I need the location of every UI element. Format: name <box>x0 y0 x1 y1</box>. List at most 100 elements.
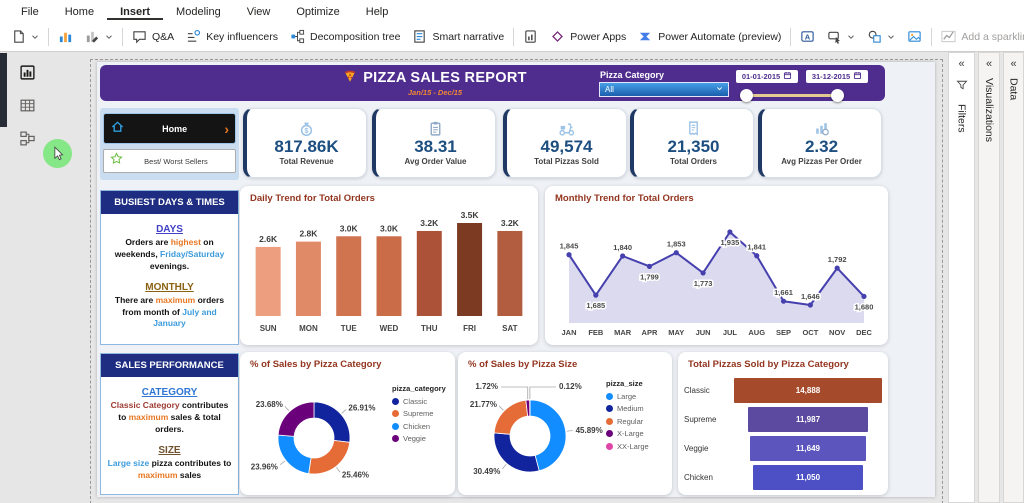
ribbon-label: Smart narrative <box>432 30 505 43</box>
funnel-bar-area: 11,649 <box>734 436 882 461</box>
image-icon <box>907 29 922 44</box>
paginated-report-button[interactable] <box>517 26 544 47</box>
report-page[interactable]: PIZZA SALES REPORT Jan/15 - Dec/15 Pizza… <box>97 62 935 497</box>
home-nav-button[interactable]: Home › <box>103 113 236 144</box>
funnel-value-label: 11,987 <box>795 415 821 424</box>
kpi-card-total-pizzas-sold[interactable]: 49,574 Total Pizzas Sold <box>503 108 627 178</box>
image-button[interactable] <box>901 26 928 47</box>
svg-text:23.96%: 23.96% <box>251 463 278 472</box>
insight-section-title: SIZE <box>158 444 181 456</box>
kpi-label: Avg Order Value <box>404 157 467 167</box>
menu-tab-optimize[interactable]: Optimize <box>296 5 340 18</box>
date-slider-handle-end[interactable] <box>831 88 844 102</box>
legend-swatch <box>392 410 399 417</box>
kpi-card-avg-pizzas-per-order[interactable]: 2.32 Avg Pizzas Per Order <box>758 108 882 178</box>
menu-tab-help[interactable]: Help <box>365 5 389 18</box>
funnel-bar[interactable]: 11,050 <box>753 465 863 490</box>
menu-tab-file[interactable]: File <box>21 5 39 18</box>
kpi-card-total-revenue[interactable]: $817.86K Total Revenue <box>243 108 367 178</box>
legend-item-x-large[interactable]: X-Large <box>606 429 670 438</box>
ribbon-separator <box>122 27 123 46</box>
star-icon <box>110 152 123 170</box>
monthly-trend-chart[interactable]: Monthly Trend for Total Orders 1,845 JAN 1… <box>545 186 888 345</box>
date-to-input[interactable]: 31-12-2015 <box>806 70 868 83</box>
kpi-card-avg-order-value[interactable]: 38.31 Avg Order Value <box>372 108 496 178</box>
expand-pane-icon[interactable]: « <box>985 58 993 70</box>
report-canvas[interactable]: PIZZA SALES REPORT Jan/15 - Dec/15 Pizza… <box>48 52 948 503</box>
qa-button[interactable]: Q&A <box>126 26 180 47</box>
smart-narrative-button[interactable]: Smart narrative <box>406 26 510 47</box>
menu-tab-insert[interactable]: Insert <box>107 3 163 20</box>
shapes-button[interactable] <box>861 26 901 47</box>
chevron-down-icon <box>716 85 723 94</box>
sales-by-size-donut[interactable]: % of Sales by Pizza Size 45.89% 30.49% 21.… <box>458 352 672 495</box>
pizza-icon <box>343 69 357 88</box>
funnel-bar[interactable]: 11,987 <box>748 407 868 432</box>
sales-by-category-donut[interactable]: % of Sales by Pizza Category 26.91% 25.46… <box>240 352 455 495</box>
pane-label: Data <box>1007 78 1020 101</box>
kpi-value: 817.86K <box>274 136 339 156</box>
qa-icon <box>132 29 147 44</box>
sparkline-button[interactable]: Add a sparkline <box>935 26 1024 47</box>
ribbon-label: Power Apps <box>570 30 627 43</box>
legend-swatch <box>392 435 399 442</box>
svg-text:3.5K: 3.5K <box>461 210 480 220</box>
report-view-button[interactable] <box>16 60 40 84</box>
kpi-card-total-orders[interactable]: 21,350 Total Orders <box>630 108 754 178</box>
power-apps-button[interactable]: Power Apps <box>544 26 632 47</box>
ribbon-label: Decomposition tree <box>309 30 401 43</box>
funnel-row-chicken[interactable]: Chicken 11,050 <box>684 463 882 492</box>
expand-pane-icon[interactable]: « <box>1010 58 1017 70</box>
legend-item-veggie[interactable]: Veggie <box>392 434 452 443</box>
legend-item-classic[interactable]: Classic <box>392 397 452 406</box>
expand-pane-icon[interactable]: « <box>958 58 965 70</box>
more-visuals-button[interactable] <box>79 26 119 47</box>
legend-item-chicken[interactable]: Chicken <box>392 422 452 431</box>
daily-trend-chart[interactable]: Daily Trend for Total Orders 2.6K SUN 2.8K… <box>240 186 538 345</box>
svg-text:45.89%: 45.89% <box>576 426 603 435</box>
legend-item-supreme[interactable]: Supreme <box>392 409 452 418</box>
visualizations-pane-collapsed[interactable]: « Visualizations <box>978 52 1000 503</box>
legend-swatch <box>606 430 613 437</box>
ribbon-label: Key influencers <box>206 30 278 43</box>
legend-item-xx-large[interactable]: XX-Large <box>606 442 670 451</box>
legend-item-regular[interactable]: Regular <box>606 417 670 426</box>
menu-tab-modeling[interactable]: Modeling <box>176 5 221 18</box>
insight-header: SALES PERFORMANCE <box>101 354 238 377</box>
date-slider-handle-start[interactable] <box>740 88 753 102</box>
key-influencers-button[interactable]: Key influencers <box>180 26 284 47</box>
best-worst-sellers-button[interactable]: Best/ Worst Sellers <box>103 149 236 173</box>
chevron-down-icon <box>31 33 39 41</box>
decomposition-tree-button[interactable]: Decomposition tree <box>284 26 406 47</box>
legend-item-large[interactable]: Large <box>606 392 670 401</box>
pizza-category-dropdown[interactable]: All <box>599 82 729 97</box>
legend-item-medium[interactable]: Medium <box>606 404 670 413</box>
new-visual-button[interactable] <box>52 26 79 47</box>
svg-text:1,680: 1,680 <box>855 302 874 311</box>
funnel-row-supreme[interactable]: Supreme 11,987 <box>684 405 882 434</box>
funnel-value-label: 11,649 <box>795 444 820 453</box>
filter-icon <box>955 78 968 96</box>
model-view-button[interactable] <box>16 126 40 150</box>
svg-text:1,935: 1,935 <box>721 238 740 247</box>
chart-title: % of Sales by Pizza Size <box>468 359 578 370</box>
power-automate-button[interactable]: Power Automate (preview) <box>632 26 787 47</box>
data-pane-collapsed[interactable]: « Data <box>1003 52 1024 503</box>
funnel-row-veggie[interactable]: Veggie 11,649 <box>684 434 882 463</box>
funnel-category-label: Supreme <box>684 415 717 424</box>
menu-tab-home[interactable]: Home <box>64 5 95 18</box>
date-range-slider-track[interactable] <box>746 94 838 97</box>
new-page-button[interactable] <box>5 26 45 47</box>
table-view-button[interactable] <box>16 93 40 117</box>
pizzas-sold-funnel-chart[interactable]: Total Pizzas Sold by Pizza Category Clas… <box>678 352 888 495</box>
filters-pane-collapsed[interactable]: « Filters <box>948 52 975 503</box>
funnel-bar[interactable]: 14,888 <box>734 378 882 403</box>
buttons-button[interactable] <box>821 26 861 47</box>
funnel-row-classic[interactable]: Classic 14,888 <box>684 376 882 405</box>
text-box-button[interactable]: A <box>794 26 821 47</box>
funnel-bar[interactable]: 11,649 <box>750 436 866 461</box>
svg-text:1,853: 1,853 <box>667 240 686 249</box>
menu-tab-view[interactable]: View <box>246 5 271 18</box>
chart-title: % of Sales by Pizza Category <box>250 359 382 370</box>
date-from-input[interactable]: 01-01-2015 <box>736 70 798 83</box>
